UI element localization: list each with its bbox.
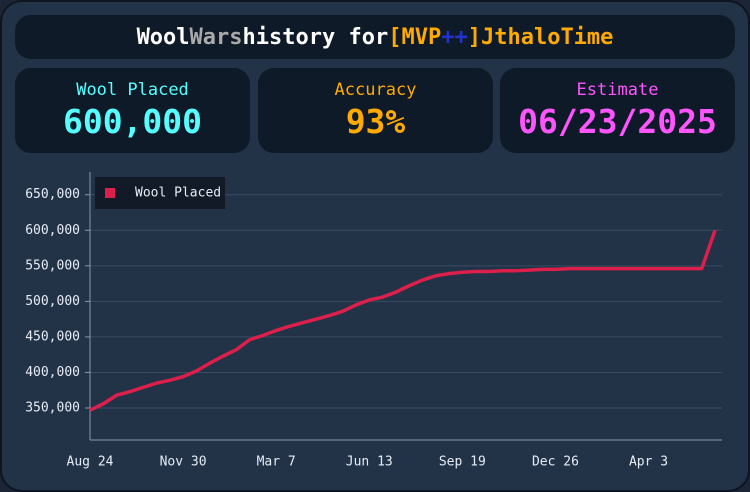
title-part: Wool: [136, 24, 190, 50]
line: [89, 229, 717, 412]
stat-value: 600,000: [62, 102, 203, 141]
legend-box: [95, 177, 225, 209]
x-tick-label: Jun 13: [346, 455, 393, 470]
stat-card: Wool Placed 600,000: [15, 68, 250, 153]
x-tick-label: Mar 7: [257, 455, 296, 470]
legend-label: Wool Placed: [135, 186, 221, 201]
x-tick-label: Nov 30: [160, 455, 207, 470]
title-part: history for: [242, 24, 389, 50]
title-part: Wars: [189, 24, 243, 50]
y-tick-label: 450,000: [25, 329, 80, 344]
y-tick-label: 500,000: [25, 294, 80, 309]
rank: ]: [467, 24, 481, 50]
x-tick-label: Apr 3: [629, 455, 668, 470]
x-tick-label: Dec 26: [532, 455, 579, 470]
stat-card: Accuracy 93%: [258, 68, 493, 153]
rank: ++: [441, 24, 468, 50]
y-tick-label: 600,000: [25, 223, 80, 238]
stat-label: Wool Placed: [76, 80, 189, 100]
x-tick-label: Aug 24: [67, 455, 114, 470]
stat-label: Estimate: [576, 80, 659, 100]
x-tick-label: Sep 19: [439, 455, 486, 470]
rank: [MVP: [388, 24, 442, 50]
y-tick-label: 350,000: [25, 401, 80, 416]
stat-value: 06/23/2025: [518, 102, 717, 141]
y-tick-label: 650,000: [25, 187, 80, 202]
stat-label: Accuracy: [334, 80, 417, 100]
header: Wool Wars history for [MVP ++] JthaloTime: [15, 15, 735, 59]
player-name: JthaloTime: [480, 24, 614, 50]
y-tick-label: 550,000: [25, 258, 80, 273]
stat-card: Estimate 06/23/2025: [500, 68, 735, 153]
y-tick-label: 400,000: [25, 365, 80, 380]
legend-swatch: [105, 188, 115, 198]
stat-value: 93%: [345, 102, 406, 141]
